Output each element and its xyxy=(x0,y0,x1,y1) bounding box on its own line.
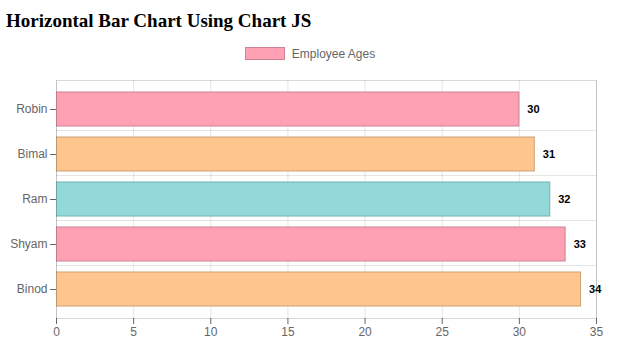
svg-text:Bimal: Bimal xyxy=(17,147,47,161)
svg-text:Binod: Binod xyxy=(17,282,48,296)
svg-text:30: 30 xyxy=(513,325,527,339)
svg-text:33: 33 xyxy=(574,238,586,250)
svg-text:30: 30 xyxy=(527,103,539,115)
svg-text:0: 0 xyxy=(53,325,60,339)
svg-text:35: 35 xyxy=(590,325,604,339)
svg-text:32: 32 xyxy=(558,193,570,205)
svg-text:5: 5 xyxy=(130,325,137,339)
svg-text:20: 20 xyxy=(358,325,372,339)
svg-text:10: 10 xyxy=(204,325,218,339)
svg-text:25: 25 xyxy=(436,325,450,339)
html-text:Employee Ages: Employee Ages xyxy=(291,46,376,61)
svg-text:Ram: Ram xyxy=(22,192,47,206)
svg-text:Robin: Robin xyxy=(16,102,47,116)
svg-text:15: 15 xyxy=(281,325,295,339)
svg-text:Shyam: Shyam xyxy=(10,237,47,251)
svg-text:34: 34 xyxy=(589,283,602,295)
html-text:Horizontal Bar Chart Using Cha: Horizontal Bar Chart Using Chart JS xyxy=(6,10,312,31)
svg-text:31: 31 xyxy=(543,148,555,160)
